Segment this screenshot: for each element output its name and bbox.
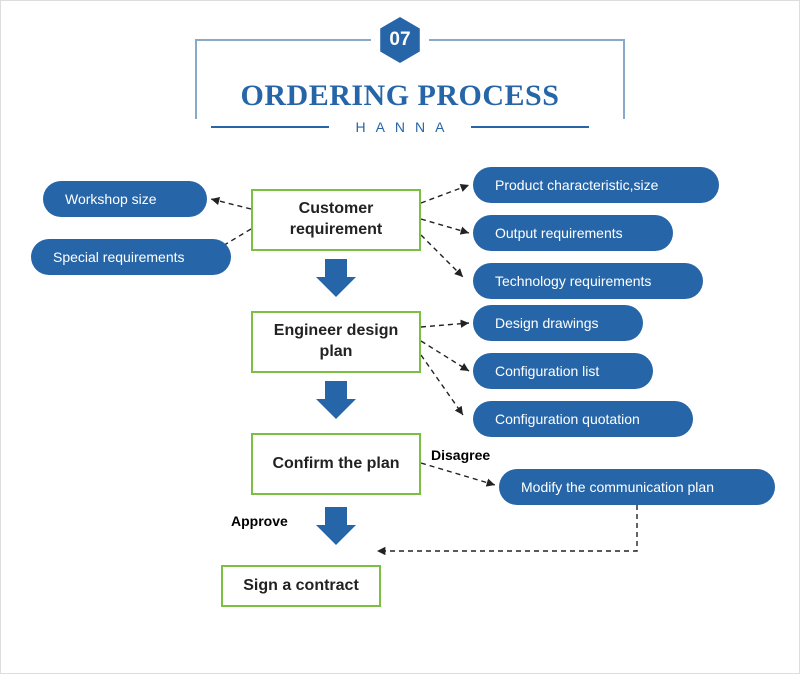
- hex-badge: 07: [377, 17, 423, 63]
- subtitle: HANNA: [355, 119, 454, 135]
- connector: [421, 219, 469, 233]
- flow-node: Engineer design plan: [251, 311, 421, 373]
- flow-node: Confirm the plan: [251, 433, 421, 495]
- flow-pill: Product characteristic,size: [473, 167, 719, 203]
- connector: [421, 355, 463, 415]
- connector: [211, 199, 251, 209]
- flow-pill: Workshop size: [43, 181, 207, 217]
- page-title: ORDERING PROCESS: [227, 79, 574, 113]
- flow-pill: Configuration quotation: [473, 401, 693, 437]
- edge-label: Approve: [231, 513, 288, 529]
- flow-pill: Special requirements: [31, 239, 231, 275]
- flow-node: Customer requirement: [251, 189, 421, 251]
- connector: [377, 505, 637, 551]
- subtitle-line-left: [211, 126, 329, 128]
- connector: [421, 323, 469, 327]
- connector: [421, 235, 463, 277]
- subtitle-line-right: [471, 126, 589, 128]
- subtitle-row: HANNA: [1, 119, 799, 135]
- flow-node: Sign a contract: [221, 565, 381, 607]
- flow-pill: Configuration list: [473, 353, 653, 389]
- header-number: 07: [389, 29, 410, 51]
- edge-label: Disagree: [431, 447, 490, 463]
- flow-pill: Modify the communication plan: [499, 469, 775, 505]
- flow-pill: Technology requirements: [473, 263, 703, 299]
- connector: [421, 185, 469, 203]
- connector: [421, 463, 495, 485]
- connector: [421, 341, 469, 371]
- header: 07 ORDERING PROCESS HANNA: [1, 1, 799, 135]
- flow-pill: Design drawings: [473, 305, 643, 341]
- flow-pill: Output requirements: [473, 215, 673, 251]
- flowchart-canvas: Customer requirement Engineer design plan…: [1, 153, 800, 663]
- hex-badge-wrap: 07: [371, 15, 429, 65]
